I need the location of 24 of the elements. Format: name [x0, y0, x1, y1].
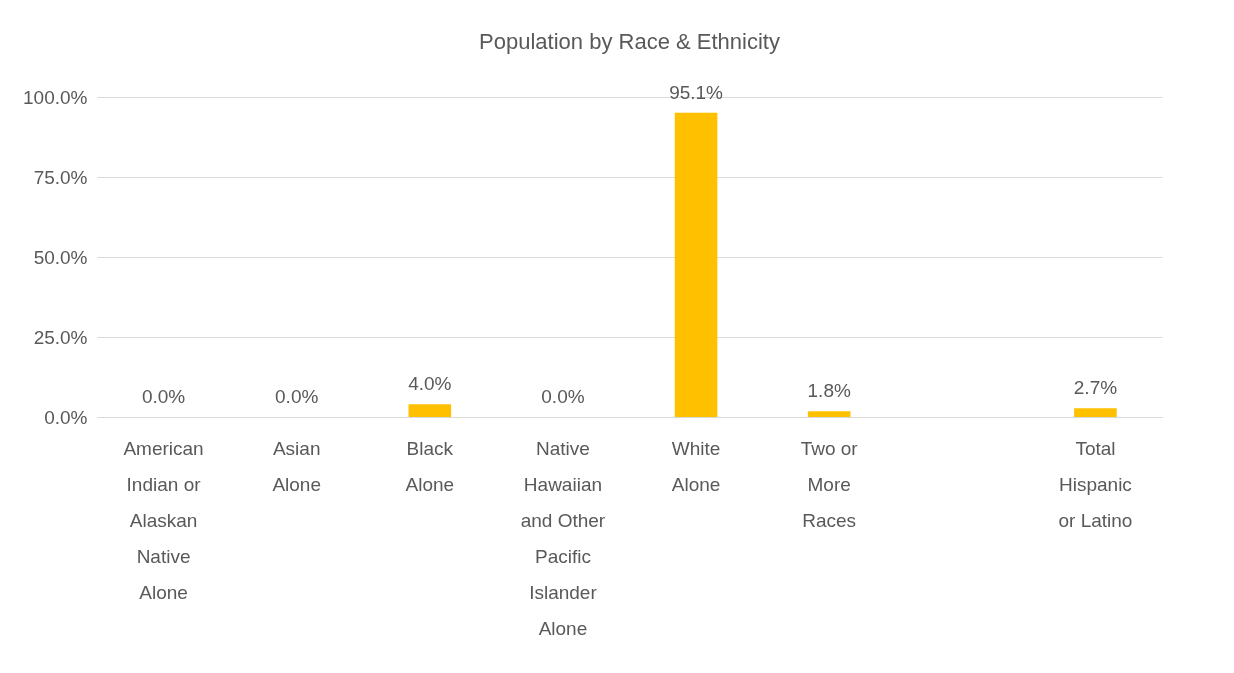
y-tick-label: 0.0% — [44, 406, 88, 428]
data-label: 0.0% — [541, 386, 585, 407]
bar — [807, 411, 851, 417]
x-tick-label: Total Hispanic or Latino — [1058, 437, 1133, 531]
y-tick-label: 75.0% — [33, 166, 88, 188]
x-tick-label: White Alone — [671, 437, 721, 495]
data-label: 4.0% — [408, 373, 452, 395]
y-tick-label: 100.0% — [23, 86, 88, 108]
x-tick-label: American Indian or Alaskan Native Alone — [123, 437, 204, 603]
x-tick-label: Asian Alone — [272, 437, 321, 495]
bar — [1074, 408, 1117, 417]
x-tick-label: Native Hawaiian and Other Pacific Islander Alone — [520, 437, 606, 639]
data-label: 0.0% — [275, 386, 319, 407]
x-tick-label: Two or More Races — [800, 437, 859, 531]
x-tick-label: Black Alone — [405, 437, 455, 495]
y-tick-label: 25.0% — [33, 326, 88, 348]
data-label: 2.7% — [1073, 377, 1118, 399]
data-label: 95.1% — [669, 81, 724, 103]
data-label: 1.8% — [807, 380, 851, 402]
data-label: 0.0% — [141, 386, 186, 407]
chart-title: Population by Race & Ethnicity — [479, 28, 780, 54]
bar — [674, 112, 718, 417]
bar — [408, 404, 452, 417]
y-tick-label: 50.0% — [33, 246, 88, 268]
